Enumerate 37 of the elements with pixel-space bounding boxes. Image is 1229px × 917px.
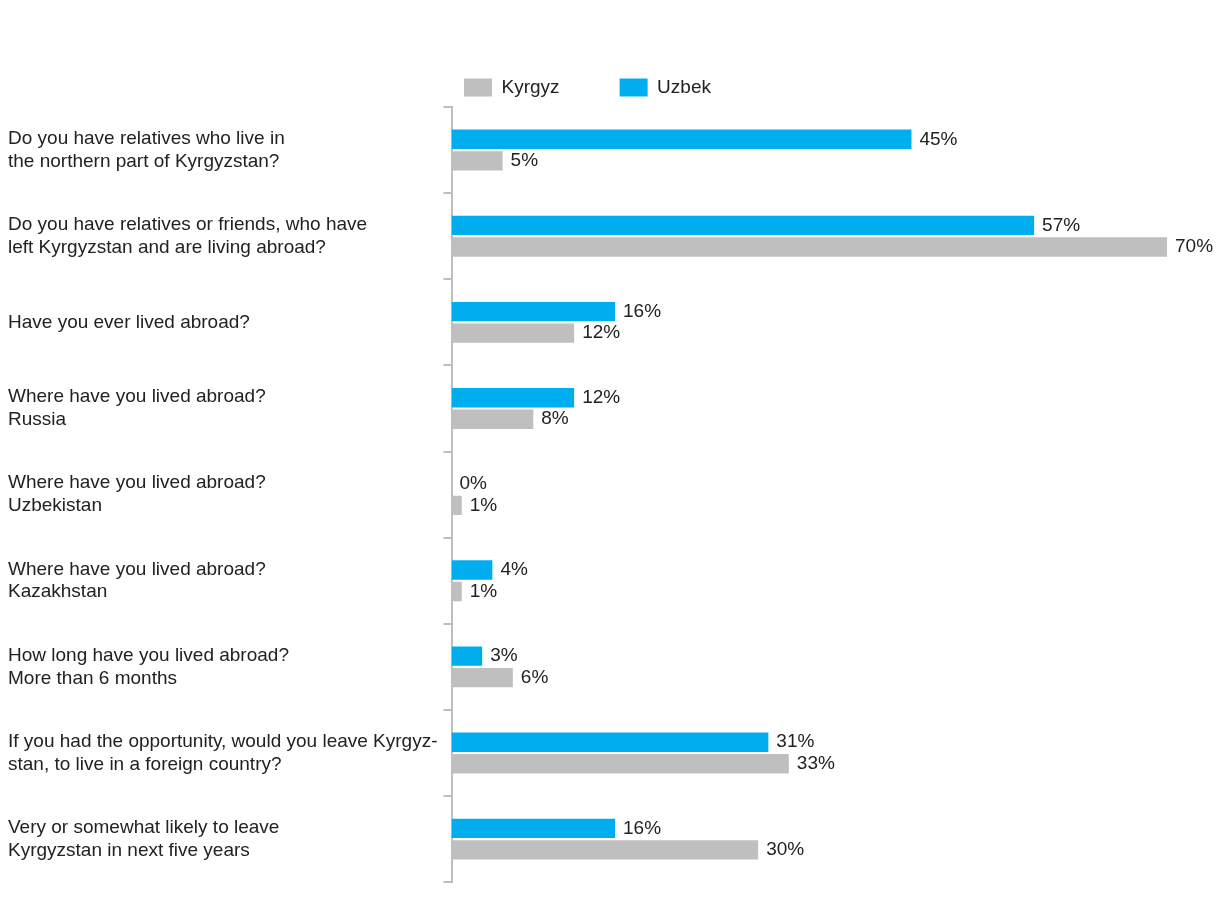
y-tick-label: Very or somewhat likely to leave Kyrgyzstan in next five years — [8, 815, 280, 860]
data-label: 16% — [623, 299, 662, 321]
data-label: 70% — [1175, 235, 1214, 257]
legend-label: Uzbek — [657, 75, 712, 97]
bar — [451, 215, 1035, 236]
data-label: 33% — [796, 752, 835, 773]
y-tick-label: How long have you lived abroad? More than 6 months — [8, 643, 289, 688]
y-tick-label: Have you ever lived abroad? — [8, 310, 250, 332]
data-label: 1% — [469, 579, 498, 601]
data-label: 30% — [766, 838, 805, 860]
bar — [451, 732, 769, 752]
bar — [451, 560, 493, 580]
data-label: 57% — [1042, 213, 1081, 235]
y-tick-label: Do you have relatives who live in the northern part of Kyrgyzstan? — [8, 126, 285, 171]
data-label: 16% — [623, 816, 662, 838]
data-label: 45% — [919, 127, 958, 149]
data-label: 6% — [520, 665, 549, 687]
y-tick-label: Where have you lived abroad? Kazakhstan — [8, 557, 266, 602]
bar — [451, 301, 616, 322]
bar — [451, 388, 575, 408]
data-label: 1% — [469, 493, 498, 515]
y-tick-label: Do you have relatives or friends, who have left Kyrgyzstan and are living abroad? — [8, 213, 368, 257]
data-label: 5% — [510, 149, 539, 171]
legend-label: Kyrgyz — [501, 75, 560, 97]
y-tick-label: Where have you lived abroad? Russia — [8, 385, 266, 430]
data-label: 12% — [582, 321, 621, 343]
data-label: 4% — [500, 558, 528, 580]
data-label: 3% — [490, 644, 518, 666]
data-label: 31% — [776, 730, 815, 752]
y-tick-label: Where have you lived abroad? Uzbekistan — [8, 471, 266, 516]
bar — [451, 646, 483, 666]
bar — [451, 818, 616, 839]
bar — [451, 129, 912, 149]
data-label: 8% — [541, 407, 569, 429]
y-tick-label: If you had the opportunity, would you leave Kyrgyz- stan, to live in a foreign country? — [8, 729, 438, 774]
data-label: 0% — [459, 472, 488, 494]
data-label: 12% — [582, 385, 621, 407]
